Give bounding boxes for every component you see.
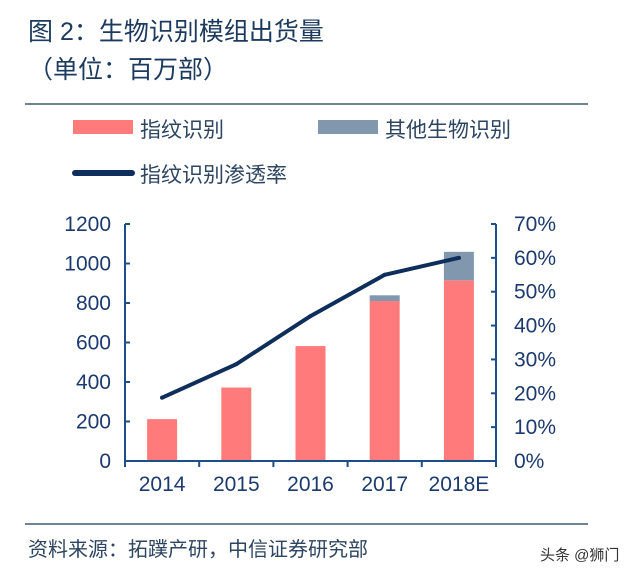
penetration-point-2016 [308, 314, 313, 319]
x-tick-label: 2018E [429, 473, 490, 496]
right-tick-label: 10% [514, 416, 556, 439]
left-tick-label: 200 [76, 411, 111, 434]
header-divider [25, 103, 588, 105]
legend-label-other: 其他生物识别 [385, 119, 511, 142]
left-tick-label: 1200 [64, 213, 111, 236]
bar-fingerprint-2015 [221, 387, 252, 461]
x-tick-label: 2016 [287, 473, 334, 496]
right-tick-label: 40% [514, 315, 556, 338]
x-tick-label: 2015 [213, 473, 260, 496]
x-tick-label: 2017 [361, 473, 408, 496]
penetration-point-2015 [234, 362, 239, 367]
left-tick-label: 800 [76, 292, 111, 315]
legend-label-penetration: 指纹识别渗透率 [140, 164, 287, 187]
right-tick-label: 0% [514, 450, 544, 473]
penetration-point-2018E [456, 255, 461, 260]
legend-swatch-fingerprint [73, 120, 133, 134]
right-tick-label: 50% [514, 281, 556, 304]
penetration-point-2014 [160, 395, 165, 400]
right-tick-label: 20% [514, 382, 556, 405]
left-tick-label: 600 [76, 332, 111, 355]
legend-label-fingerprint: 指纹识别 [140, 119, 224, 142]
left-tick-label: 400 [76, 371, 111, 394]
bar-fingerprint-2018E [443, 280, 474, 461]
left-tick-label: 0 [99, 450, 111, 473]
bar-fingerprint-2014 [147, 419, 178, 461]
right-tick-label: 60% [514, 247, 556, 270]
legend-swatch-other [318, 120, 378, 134]
chart-subtitle: （单位：百万部） [28, 56, 229, 84]
left-tick-label: 1000 [64, 253, 111, 276]
right-tick-label: 30% [514, 348, 556, 371]
footer-divider [25, 523, 588, 525]
penetration-point-2017 [382, 272, 387, 277]
x-tick-label: 2014 [139, 473, 186, 496]
legend-swatch-penetration [72, 170, 135, 176]
right-tick-label: 70% [514, 213, 556, 236]
bar-fingerprint-2017 [369, 301, 400, 461]
bar-other-2017 [369, 295, 400, 302]
source-note: 资料来源：拓蹼产研，中信证券研究部 [28, 539, 368, 561]
chart-title: 图 2：生物识别模组出货量 [28, 18, 324, 46]
watermark: 头条 @狮门 [540, 547, 620, 564]
bar-fingerprint-2016 [295, 346, 326, 461]
